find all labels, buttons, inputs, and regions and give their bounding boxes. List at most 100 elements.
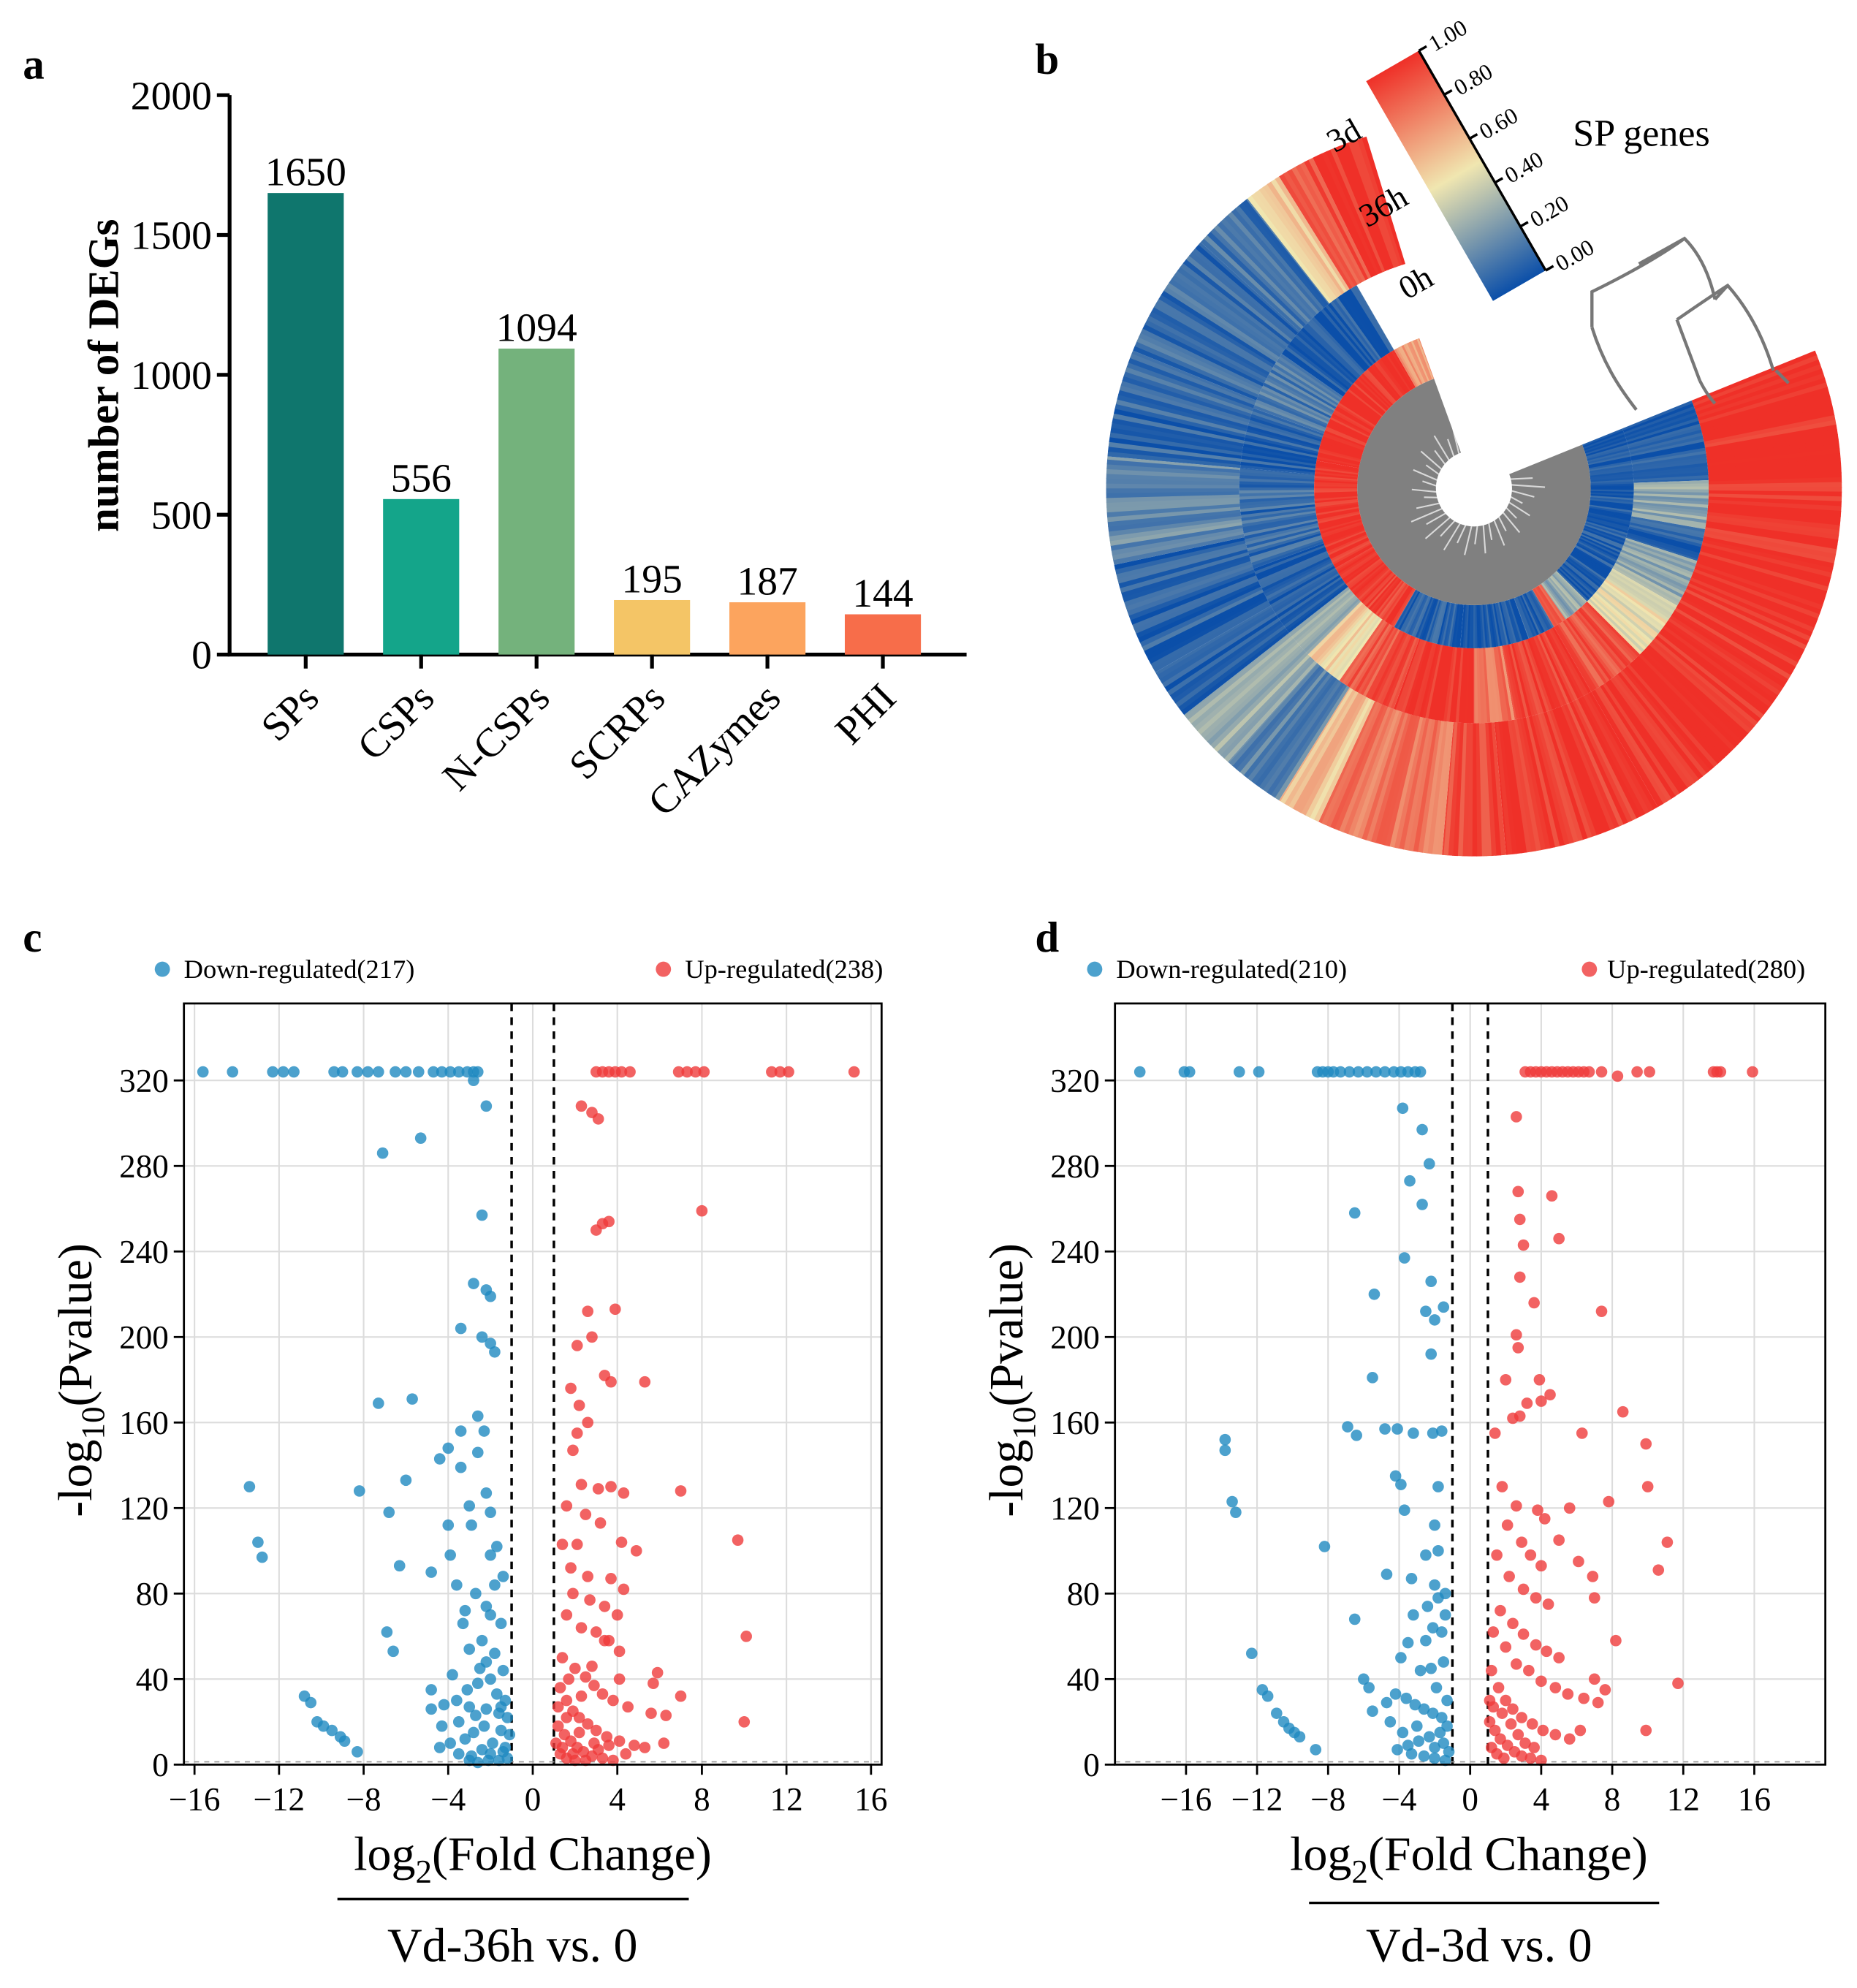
d-up-point — [1553, 1534, 1565, 1547]
heatmap-cell-0h — [1466, 604, 1471, 648]
heatmap-cell-3d — [1599, 684, 1676, 800]
heatmap-cell-0h — [1314, 497, 1358, 504]
c-down-point — [476, 1744, 488, 1756]
heatmap-cell-3d — [1513, 718, 1541, 851]
d-down-point — [1416, 1123, 1428, 1136]
d-down-point — [1397, 1102, 1409, 1115]
heatmap-cell-0h — [1583, 432, 1625, 449]
heatmap-cell-0h — [1332, 413, 1372, 436]
heatmap-cell-0h — [1357, 568, 1391, 600]
d-up-point — [1484, 1716, 1496, 1728]
heatmap-cell-36h — [1239, 499, 1315, 509]
heatmap-cell-36h — [1603, 580, 1666, 627]
d-down-point — [1270, 1707, 1283, 1719]
d-up-point — [1500, 1641, 1512, 1653]
heatmap-cell-3d — [1118, 548, 1248, 588]
dendrogram-branch — [1447, 439, 1456, 459]
c-up-point — [556, 1539, 569, 1550]
heatmap-cell-0h — [1356, 567, 1390, 599]
heatmap-cell-36h — [1451, 647, 1462, 723]
c-x-tick-label: 16 — [854, 1781, 887, 1818]
heatmap-cell-3d — [1579, 696, 1646, 817]
heatmap-cell-36h — [1248, 532, 1321, 558]
heatmap-cell-0h — [1326, 534, 1368, 554]
heatmap-cell-0h — [1459, 604, 1465, 648]
heatmap-cell-3d — [1696, 560, 1825, 607]
heatmap-cell-36h — [1264, 379, 1333, 417]
d-up-point — [1595, 1305, 1608, 1317]
heatmap-cell-3d — [1708, 472, 1842, 482]
heatmap-cell-0h — [1527, 591, 1549, 631]
heatmap-cell-36h — [1622, 400, 1693, 431]
panel-c-grid — [183, 1003, 882, 1766]
heatmap-cell-36h — [1554, 626, 1595, 692]
heatmap-cell-0h — [1332, 542, 1372, 565]
heatmap-cell-0h — [1367, 367, 1398, 402]
heatmap-cell-36h — [1628, 528, 1701, 551]
c-down-point — [353, 1485, 365, 1497]
heatmap-cell-0h — [1323, 527, 1365, 544]
d-up-point — [1541, 1645, 1552, 1658]
d-down-point — [1420, 1549, 1432, 1561]
c-up-point — [594, 1517, 607, 1529]
heatmap-cell-0h — [1586, 519, 1628, 534]
d-down-point — [1367, 1705, 1378, 1718]
heatmap-cell-3d — [1348, 140, 1397, 268]
d-down-point — [1358, 1673, 1370, 1685]
heatmap-cell-0h — [1337, 549, 1375, 574]
heatmap-cell-0h — [1588, 507, 1632, 517]
heatmap-cell-3d — [1356, 710, 1402, 839]
heatmap-cell-3d — [1112, 412, 1245, 444]
heatmap-cell-0h — [1326, 426, 1367, 445]
heatmap-cell-36h — [1244, 520, 1318, 539]
c-down-point — [495, 1701, 507, 1713]
heatmap-cell-0h — [1383, 584, 1410, 622]
c-down-point — [495, 1724, 507, 1737]
dendrogram-branch — [1506, 500, 1530, 517]
heatmap-cell-36h — [1261, 556, 1331, 592]
heatmap-cell-36h — [1630, 444, 1706, 461]
d-up-point — [1524, 1752, 1537, 1764]
heatmap-cell-36h — [1497, 646, 1512, 721]
heatmap-cell-0h — [1382, 356, 1409, 393]
heatmap-cell-0h — [1584, 438, 1627, 454]
c-down-point — [471, 1410, 484, 1422]
heatmap-cell-36h — [1246, 526, 1320, 548]
heatmap-cell-3d — [1351, 710, 1400, 838]
heatmap-cell-0h — [1524, 593, 1545, 633]
d-down-point — [1379, 1423, 1391, 1435]
heatmap-cell-0h — [1585, 442, 1628, 457]
heatmap-cell-0h — [1583, 526, 1625, 544]
heatmap-cell-3d — [1112, 417, 1244, 447]
d-down-point — [1261, 1690, 1274, 1702]
heatmap-cell-3d — [1708, 467, 1842, 479]
heatmap-cell-0h — [1414, 338, 1433, 380]
heatmap-cell-36h — [1416, 643, 1437, 717]
heatmap-cell-36h — [1544, 631, 1581, 699]
d-up-point — [1500, 1694, 1512, 1707]
c-down-point — [457, 1617, 469, 1630]
d-up-point — [1549, 1729, 1562, 1741]
c-down-point — [455, 1322, 467, 1335]
heatmap-cell-0h — [1315, 471, 1359, 478]
heatmap-cell-0h — [1315, 500, 1359, 507]
heatmap-cell-0h — [1576, 542, 1616, 565]
heatmap-cell-0h — [1519, 595, 1539, 636]
heatmap-cell-0h — [1314, 487, 1358, 491]
heatmap-cell-3d — [1591, 691, 1660, 808]
c-y-tick-label: 0 — [152, 1747, 169, 1783]
heatmap-cell-3d — [1329, 704, 1386, 830]
heatmap-cell-0h — [1419, 598, 1436, 640]
heatmap-cell-36h — [1628, 526, 1702, 548]
heatmap-cell-3d — [1398, 718, 1429, 850]
heatmap-cell-36h — [1599, 585, 1660, 634]
heatmap-cell-36h — [1285, 583, 1347, 631]
heatmap-cell-3d — [1107, 456, 1241, 471]
heatmap-cell-3d — [1114, 403, 1246, 438]
dendrogram-branch — [1422, 480, 1439, 487]
heatmap-cell-3d — [1582, 694, 1650, 815]
heatmap-cell-0h — [1552, 573, 1584, 607]
c-up-point — [582, 1571, 594, 1582]
